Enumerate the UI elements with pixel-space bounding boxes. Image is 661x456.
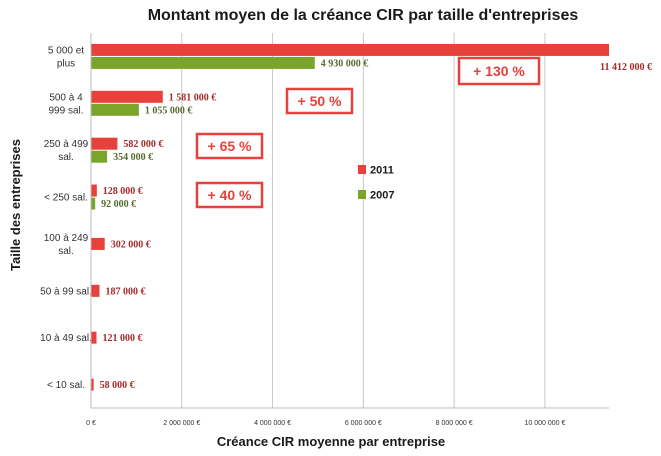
growth-annotation-text: + 65 % <box>208 138 253 154</box>
bar-2011 <box>91 90 163 103</box>
growth-annotation-text: + 40 % <box>208 187 253 203</box>
bar-2011 <box>91 284 100 297</box>
data-label-2011: 187 000 € <box>105 286 145 297</box>
data-label-2007: 4 930 000 € <box>321 58 369 69</box>
data-label-2011: 11 412 000 € <box>600 62 652 73</box>
data-label-2011: 582 000 € <box>123 139 163 150</box>
x-tick-label: 2 000 000 € <box>163 420 200 427</box>
bar-2011 <box>91 331 97 344</box>
growth-annotation-box <box>195 132 264 160</box>
x-tick-label: 4 000 000 € <box>254 420 291 427</box>
y-axis-title: Taille des entreprises <box>8 139 23 271</box>
category-label: 100 à 249 <box>44 233 89 244</box>
category-label: < 250 sal. <box>44 193 88 204</box>
growth-annotation-text: + 130 % <box>473 63 525 79</box>
x-tick-label: 8 000 000 € <box>436 420 473 427</box>
growth-annotation-text: + 50 % <box>298 93 343 109</box>
legend-label-2007: 2007 <box>370 190 394 202</box>
bar-2007 <box>91 103 139 116</box>
category-label: 5 000 et <box>48 45 84 56</box>
x-tick-label: 0 € <box>86 420 96 427</box>
category-label: 500 à 4 <box>49 92 83 103</box>
bar-2007 <box>91 197 96 210</box>
growth-annotations: + 130 % + 50 % + 65 % + 40 % <box>195 56 541 209</box>
legend-swatch-2011 <box>358 165 366 174</box>
data-label-2011: 302 000 € <box>111 239 151 250</box>
data-label-2011: 1 581 000 € <box>169 92 217 103</box>
category-label: sal. <box>58 246 74 257</box>
category-label: 250 à 499 <box>44 139 89 150</box>
category-label: plus <box>57 58 75 69</box>
bar-2011 <box>91 378 94 391</box>
x-axis-title: Créance CIR moyenne par entreprise <box>217 434 445 449</box>
bar-2011 <box>91 43 609 56</box>
bar-2007 <box>91 56 315 69</box>
growth-annotation-box <box>195 181 264 209</box>
legend-label-2011: 2011 <box>370 165 394 177</box>
growth-annotation-box <box>457 56 541 86</box>
data-label-2011: 128 000 € <box>103 186 143 197</box>
bar-2011 <box>91 184 97 197</box>
category-label: 999 sal. <box>48 105 83 116</box>
legend-swatch-2007 <box>358 190 366 199</box>
bar-2011 <box>91 137 118 150</box>
data-labels: 11 412 000 € 4 930 000 € 1 581 000 € 1 055 … <box>100 58 652 391</box>
bar-2011 <box>91 237 105 250</box>
category-label: 50 à 99 sal. <box>40 286 92 297</box>
chart-title: Montant moyen de la créance CIR par tail… <box>148 7 579 24</box>
gridlines <box>181 33 546 408</box>
data-label-2011: 58 000 € <box>100 380 135 391</box>
category-label: 10 à 49 sal. <box>40 333 92 344</box>
bars <box>91 43 609 391</box>
data-label-2011: 121 000 € <box>102 333 142 344</box>
x-axis-ticks: 0 € 2 000 000 € 4 000 000 € 6 000 000 € 8 00… <box>86 420 565 427</box>
x-tick-label: 10 000 000 € <box>524 420 565 427</box>
growth-annotation-box <box>285 87 354 115</box>
data-label-2007: 92 000 € <box>101 199 136 210</box>
x-tick-label: 6 000 000 € <box>345 420 382 427</box>
data-label-2007: 1 055 000 € <box>145 105 193 116</box>
category-label: < 10 sal. <box>47 380 85 391</box>
legend: 2011 2007 <box>358 165 394 202</box>
category-label: sal. <box>58 152 74 163</box>
category-labels: 5 000 et plus 500 à 4 999 sal. 250 à 499 sal.… <box>40 45 92 391</box>
data-label-2007: 354 000 € <box>113 152 153 163</box>
bar-2007 <box>91 150 108 163</box>
